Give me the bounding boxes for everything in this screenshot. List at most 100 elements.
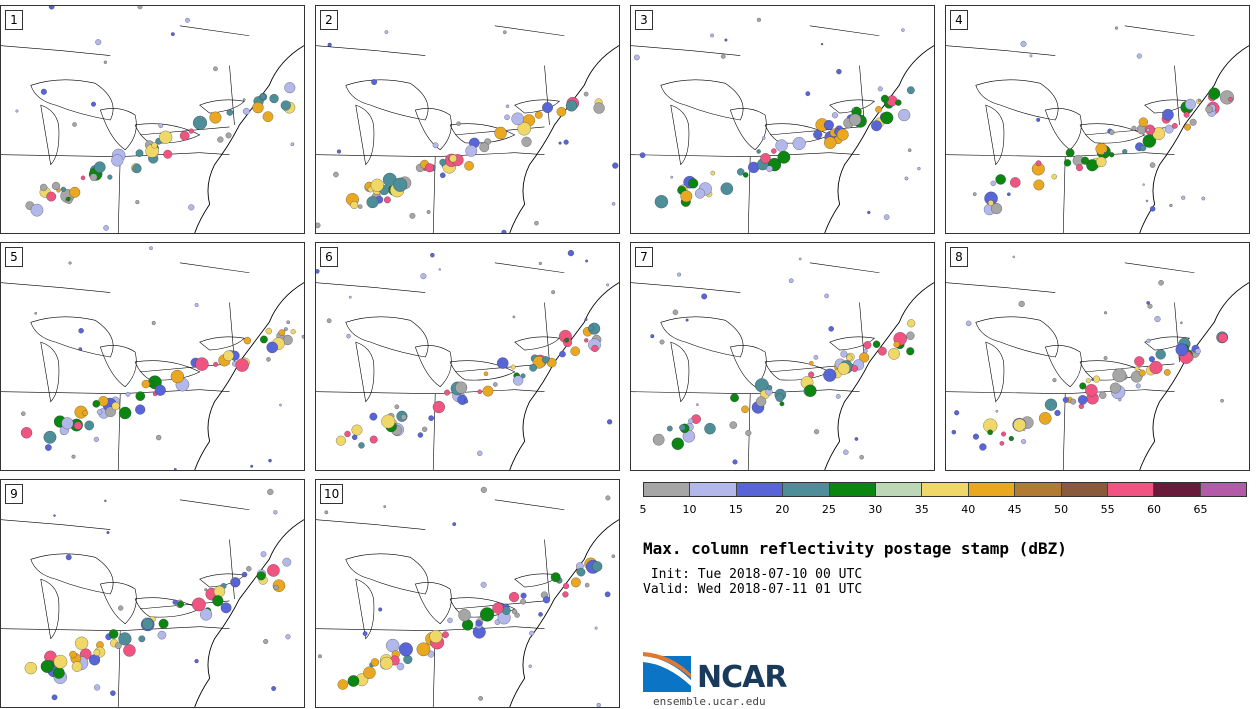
map-canvas (631, 17, 934, 233)
map-boundary (1, 45, 111, 56)
reflectivity-cell (94, 684, 101, 691)
reflectivity-cell (316, 222, 321, 229)
reflectivity-cell (849, 113, 862, 126)
reflectivity-cell (135, 200, 140, 205)
reflectivity-cell (1208, 87, 1221, 100)
map-boundary (30, 79, 114, 121)
reflectivity-cell (814, 429, 820, 435)
reflectivity-cell (93, 436, 99, 442)
map-boundary (316, 282, 426, 293)
reflectivity-cell (504, 114, 510, 121)
reflectivity-cell (1070, 398, 1077, 405)
reflectivity-cell (362, 631, 368, 636)
reflectivity-cell (990, 202, 1003, 215)
reflectivity-cell (584, 338, 589, 343)
reflectivity-cell (65, 196, 71, 202)
reflectivity-cell (1148, 356, 1155, 363)
reflectivity-cell (260, 551, 267, 558)
reflectivity-cell (1122, 149, 1128, 155)
reflectivity-cell (1081, 156, 1090, 165)
reflectivity-cell (1146, 338, 1151, 343)
reflectivity-cell (1109, 129, 1115, 136)
reflectivity-cell (570, 577, 581, 588)
reflectivity-cell (60, 186, 66, 192)
map-boundary (449, 597, 516, 618)
map-boundary (316, 152, 515, 157)
reflectivity-cell (563, 139, 569, 145)
reflectivity-cell (672, 309, 679, 316)
reflectivity-cell (604, 591, 611, 598)
reflectivity-cell (1008, 436, 1014, 442)
website-label: ensemble.ucar.edu (653, 695, 766, 708)
reflectivity-cell (132, 163, 142, 174)
reflectivity-cell (593, 102, 605, 114)
reflectivity-cell (483, 371, 489, 376)
reflectivity-cell (378, 607, 383, 612)
reflectivity-cell (51, 181, 61, 191)
reflectivity-cell (301, 334, 304, 339)
reflectivity-cell (358, 204, 363, 209)
reflectivity-cell (1146, 128, 1150, 132)
reflectivity-cell (562, 591, 569, 598)
coastline (194, 519, 304, 707)
reflectivity-cell (513, 375, 524, 386)
reflectivity-cell (1091, 378, 1094, 382)
reflectivity-cell (767, 385, 773, 391)
reflectivity-cell (266, 357, 271, 362)
ensemble-member-panel-10: 10 (315, 479, 620, 708)
reflectivity-cell (508, 591, 520, 603)
reflectivity-cell (840, 350, 848, 358)
map-canvas (1, 488, 304, 707)
reflectivity-cell (409, 212, 416, 219)
map-boundary (946, 45, 1056, 56)
reflectivity-cell (606, 283, 610, 287)
reflectivity-cell (283, 327, 288, 332)
reflectivity-cell (805, 91, 811, 97)
panel-number: 10 (320, 484, 344, 504)
map-boundary (829, 99, 876, 114)
reflectivity-cell (105, 406, 116, 418)
map-boundary (199, 389, 230, 392)
reflectivity-cell (344, 430, 351, 438)
map-boundary (229, 539, 235, 599)
reflectivity-cell (192, 115, 208, 130)
reflectivity-cell (393, 177, 408, 192)
map-boundary (1, 282, 111, 293)
panel-number: 8 (950, 247, 968, 267)
reflectivity-cell (877, 86, 883, 92)
reflectivity-cell (492, 602, 504, 614)
panel-number: 9 (5, 484, 23, 504)
coastline (824, 282, 934, 470)
reflectivity-cell (906, 347, 915, 356)
colorbar-segment (922, 483, 969, 496)
reflectivity-cell (252, 101, 264, 114)
reflectivity-cell (501, 229, 507, 233)
reflectivity-cell (710, 33, 714, 38)
colorbar-segment (1061, 483, 1108, 496)
reflectivity-cell (567, 249, 575, 257)
reflectivity-cell (1158, 279, 1164, 286)
reflectivity-cell (720, 182, 734, 195)
reflectivity-cell (280, 100, 291, 111)
reflectivity-cell (517, 122, 531, 136)
reflectivity-cell (273, 510, 278, 515)
colorbar-tick-label: 65 (1193, 503, 1208, 516)
reflectivity-cell (271, 686, 277, 691)
reflectivity-cell (512, 315, 516, 319)
reflectivity-cell (1149, 360, 1163, 375)
ensemble-member-panel-7: 7 (630, 242, 935, 471)
reflectivity-cell (732, 459, 738, 465)
reflectivity-cell (570, 346, 580, 356)
reflectivity-cell (260, 93, 267, 100)
reflectivity-cell (40, 660, 54, 673)
reflectivity-cell (761, 136, 766, 140)
reflectivity-cell (729, 421, 738, 429)
reflectivity-cell (91, 101, 96, 107)
map-boundary (1, 519, 111, 530)
reflectivity-cell (724, 38, 728, 42)
reflectivity-cell (514, 612, 520, 618)
reflectivity-cell (594, 626, 598, 630)
reflectivity-cell (591, 561, 603, 572)
reflectivity-cell (576, 567, 586, 577)
reflectivity-cell (194, 303, 199, 307)
